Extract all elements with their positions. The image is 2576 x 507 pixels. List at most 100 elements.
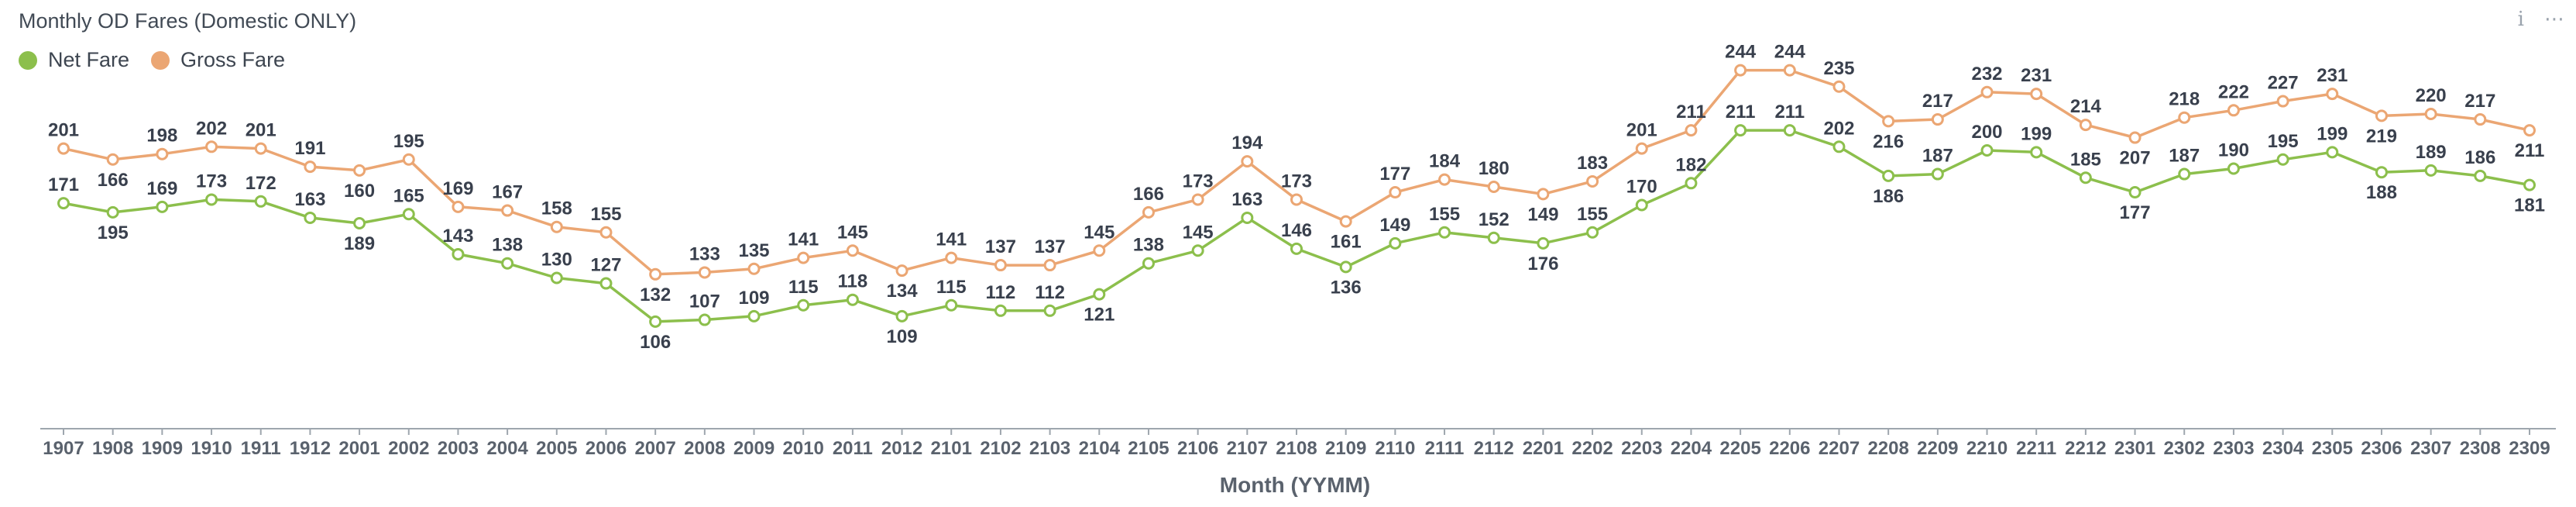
data-label-net-fare: 143 <box>442 226 473 247</box>
x-tick-label: 2104 <box>1079 438 1121 459</box>
data-point-net-fare <box>57 197 70 210</box>
data-label-net-fare: 107 <box>689 291 720 312</box>
data-point-net-fare <box>994 304 1007 317</box>
data-label-gross-fare: 244 <box>1725 42 1757 63</box>
data-point-net-fare <box>1142 257 1155 270</box>
data-point-net-fare <box>698 313 711 326</box>
data-point-net-fare <box>846 293 859 306</box>
data-label-gross-fare: 177 <box>1379 164 1410 185</box>
data-label-net-fare: 115 <box>936 277 967 298</box>
data-label-net-fare: 187 <box>2169 146 2200 167</box>
data-label-net-fare: 199 <box>2317 123 2348 144</box>
x-tick-label: 2307 <box>2410 438 2451 459</box>
x-tick-label: 2209 <box>1917 438 1958 459</box>
data-point-gross-fare <box>846 244 859 257</box>
x-axis-title: Month (YYMM) <box>1220 473 1370 497</box>
x-tick-label: 2309 <box>2509 438 2550 459</box>
data-point-net-fare <box>1487 231 1500 244</box>
x-tick-label: 2203 <box>1621 438 1662 459</box>
data-point-gross-fare <box>156 147 169 160</box>
data-point-gross-fare <box>1389 186 1402 199</box>
x-tick-label: 2205 <box>1719 438 1760 459</box>
data-label-gross-fare: 166 <box>1133 184 1164 205</box>
data-point-gross-fare <box>402 153 415 166</box>
x-tick-label: 2111 <box>1425 438 1465 459</box>
legend-label-net-fare: Net Fare <box>48 48 130 71</box>
data-point-gross-fare <box>106 153 119 166</box>
data-point-net-fare <box>1685 177 1698 190</box>
data-point-gross-fare <box>1685 124 1698 137</box>
data-point-gross-fare <box>1635 142 1648 155</box>
data-point-gross-fare <box>1487 181 1500 193</box>
x-tick-label: 2306 <box>2361 438 2402 459</box>
data-label-gross-fare: 173 <box>1281 171 1312 191</box>
data-point-gross-fare <box>1980 85 1994 98</box>
data-label-net-fare: 127 <box>590 255 621 276</box>
data-label-net-fare: 136 <box>1331 277 1362 298</box>
data-label-net-fare: 163 <box>294 189 325 210</box>
data-label-gross-fare: 173 <box>1183 171 1214 191</box>
data-point-gross-fare <box>254 142 267 155</box>
data-point-net-fare <box>2474 169 2487 182</box>
data-point-net-fare <box>2128 186 2142 199</box>
data-label-gross-fare: 217 <box>2464 91 2495 112</box>
data-point-gross-fare <box>2424 108 2437 120</box>
data-label-net-fare: 199 <box>2021 123 2052 144</box>
data-point-gross-fare <box>501 204 514 217</box>
data-point-gross-fare <box>550 220 563 233</box>
data-label-net-fare: 181 <box>2514 195 2545 216</box>
legend-item-gross-fare[interactable]: Gross Fare <box>151 48 285 72</box>
data-point-gross-fare <box>1931 113 1944 126</box>
data-point-net-fare <box>599 277 613 290</box>
data-point-net-fare <box>106 205 119 219</box>
more-options-icon[interactable]: ⋯ <box>2544 8 2565 31</box>
data-label-gross-fare: 158 <box>541 198 572 219</box>
x-tick-label: 2008 <box>684 438 725 459</box>
x-tick-label: 2105 <box>1128 438 1169 459</box>
data-point-gross-fare <box>2178 111 2191 124</box>
data-point-gross-fare <box>452 200 465 213</box>
data-point-gross-fare <box>1832 80 1846 93</box>
x-tick-label: 2212 <box>2065 438 2106 459</box>
data-label-net-fare: 186 <box>1873 186 1904 207</box>
data-point-gross-fare <box>1093 244 1106 257</box>
data-label-net-fare: 163 <box>1231 189 1262 210</box>
x-tick-label: 2207 <box>1819 438 1860 459</box>
data-point-gross-fare <box>353 164 366 177</box>
legend-item-net-fare[interactable]: Net Fare <box>19 48 129 72</box>
x-tick-label: 2011 <box>833 438 873 459</box>
x-tick-label: 2210 <box>1966 438 2008 459</box>
chart-title: Monthly OD Fares (Domestic ONLY) <box>19 9 357 33</box>
legend-swatch-gross-fare <box>151 50 170 70</box>
data-point-net-fare <box>1980 144 1994 157</box>
data-point-gross-fare <box>1339 215 1352 228</box>
data-label-gross-fare: 231 <box>2021 65 2052 86</box>
info-icon[interactable]: i <box>2517 8 2524 31</box>
data-label-gross-fare: 198 <box>146 126 177 147</box>
data-label-gross-fare: 201 <box>246 120 276 141</box>
data-label-net-fare: 165 <box>393 185 424 206</box>
data-label-gross-fare: 232 <box>1971 64 2002 84</box>
x-tick-label: 2107 <box>1227 438 1268 459</box>
data-label-gross-fare: 141 <box>936 229 967 250</box>
x-tick-label: 2012 <box>881 438 922 459</box>
data-point-gross-fare <box>2474 113 2487 126</box>
data-point-gross-fare <box>2227 104 2240 117</box>
data-point-net-fare <box>1241 211 1254 224</box>
data-label-net-fare: 130 <box>541 250 572 271</box>
data-label-gross-fare: 155 <box>590 204 621 225</box>
x-tick-label: 2302 <box>2164 438 2205 459</box>
x-tick-label: 1911 <box>241 438 281 459</box>
data-label-gross-fare: 145 <box>837 222 868 243</box>
data-point-gross-fare <box>895 264 908 278</box>
data-point-net-fare <box>1882 169 1895 182</box>
data-point-net-fare <box>2276 153 2289 166</box>
data-point-gross-fare <box>2079 119 2092 132</box>
data-point-net-fare <box>649 315 662 328</box>
data-label-gross-fare: 195 <box>393 131 424 152</box>
data-label-net-fare: 170 <box>1626 177 1657 198</box>
data-point-gross-fare <box>649 267 662 281</box>
data-point-net-fare <box>2030 146 2043 159</box>
x-tick-label: 2202 <box>1571 438 1613 459</box>
data-point-net-fare <box>156 200 169 213</box>
